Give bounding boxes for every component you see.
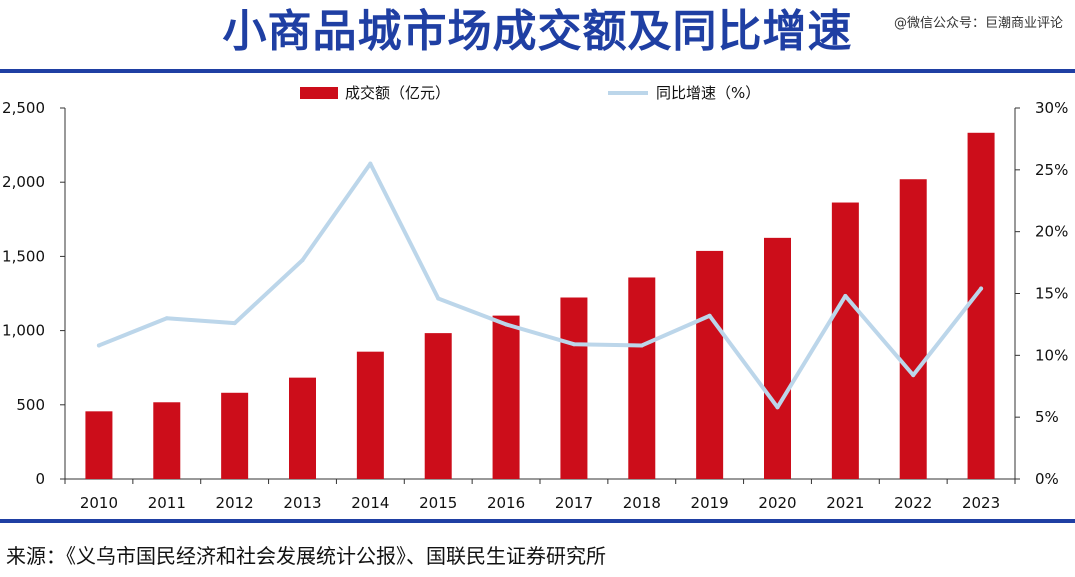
bar-series	[85, 132, 995, 479]
y-right-tick-label: 25%	[1035, 161, 1068, 179]
y-right-tick-label: 0%	[1035, 470, 1059, 488]
line-point	[164, 316, 169, 321]
y-right-tick-label: 20%	[1035, 223, 1068, 241]
line-series	[96, 161, 984, 410]
line-point	[911, 373, 916, 378]
x-tick-label: 2011	[148, 494, 186, 512]
bar	[289, 377, 316, 479]
line-point	[979, 286, 984, 291]
bar	[696, 250, 724, 479]
y-left-tick-label: 0	[35, 470, 45, 488]
line-point	[504, 322, 509, 327]
bar	[560, 297, 588, 479]
bar	[153, 402, 181, 479]
line-point	[436, 296, 441, 301]
bar	[967, 132, 995, 479]
x-tick-label: 2013	[283, 494, 321, 512]
x-tick-label: 2019	[691, 494, 729, 512]
bar	[424, 333, 452, 479]
bottom-divider	[0, 519, 1075, 523]
line-point	[300, 258, 305, 263]
legend-bar-label: 成交额（亿元）	[345, 84, 450, 102]
growth-line	[96, 161, 984, 410]
x-tick-label: 2014	[351, 494, 389, 512]
y-left-tick-label: 1,000	[2, 322, 45, 340]
watermark: @微信公众号：巨潮商业评论	[893, 16, 1063, 31]
line-point	[232, 321, 237, 326]
source-note: 来源：《义乌市国民经济和社会发展统计公报》、国联民生证券研究所	[6, 544, 606, 568]
x-tick-label: 2021	[826, 494, 864, 512]
legend-bar-swatch	[300, 87, 338, 99]
y-left-tick-label: 500	[16, 396, 45, 414]
y-left-tick-label: 2,500	[2, 99, 45, 117]
x-tick-label: 2012	[216, 494, 254, 512]
bar	[492, 315, 520, 479]
line-point	[775, 405, 780, 410]
y-left-tick-label: 2,000	[2, 173, 45, 191]
x-tick-label: 2018	[623, 494, 661, 512]
y-right-tick-label: 10%	[1035, 346, 1068, 364]
line-point	[707, 313, 712, 318]
line-point	[96, 343, 101, 348]
bar	[85, 411, 113, 479]
y-left-tick-label: 1,500	[2, 247, 45, 265]
x-tick-label: 2015	[419, 494, 457, 512]
x-tick-label: 2020	[758, 494, 796, 512]
legend: 成交额（亿元） 同比增速（%）	[300, 84, 760, 102]
line-point	[843, 293, 848, 298]
axes: 0 500 1,000 1,500 2,000 2,500 0% 5% 10% 15% 20% 25%…	[2, 99, 1068, 512]
legend-line-label: 同比增速（%）	[656, 84, 760, 102]
bar	[764, 237, 791, 479]
y-right-tick-label: 15%	[1035, 285, 1068, 303]
bar	[628, 277, 656, 479]
top-divider	[0, 69, 1075, 73]
line-point	[368, 161, 373, 166]
x-tick-label: 2016	[487, 494, 525, 512]
line-point	[571, 342, 576, 347]
x-tick-label: 2023	[962, 494, 1000, 512]
x-tick-label: 2017	[555, 494, 593, 512]
x-tick-label: 2022	[894, 494, 932, 512]
line-point	[639, 343, 644, 348]
chart-title: 小商品城市场成交额及同比增速	[222, 6, 853, 57]
chart: 0 500 1,000 1,500 2,000 2,500 0% 5% 10% 15% 20% 25%…	[2, 84, 1068, 512]
bar	[899, 179, 927, 479]
y-right-tick-label: 30%	[1035, 99, 1068, 117]
y-right-tick-label: 5%	[1035, 408, 1059, 426]
x-tick-label: 2010	[80, 494, 118, 512]
bar	[221, 392, 249, 479]
bar	[356, 351, 384, 479]
bar	[831, 202, 859, 479]
